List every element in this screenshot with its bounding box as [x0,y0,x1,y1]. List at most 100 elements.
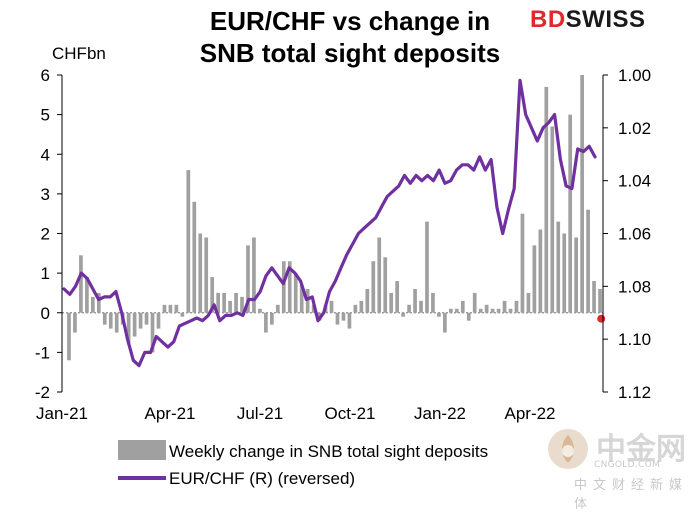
bar [371,261,376,313]
watermark-subtitle: 中文财经新媒体 [574,478,689,512]
bar [126,312,131,345]
x-tick-label: Jul-21 [237,404,283,423]
bar [91,296,95,313]
bar [532,245,537,313]
bar [490,308,495,313]
bar [156,312,161,329]
bar [598,288,602,313]
left-tick-label: 4 [41,145,50,164]
bar [228,300,232,313]
x-tick-label: Apr-21 [144,404,195,423]
bar [544,86,549,313]
bar [287,261,292,313]
bar [502,300,507,313]
bar [419,300,423,313]
bar [514,300,519,313]
bar [580,75,584,313]
x-tick-label: Apr-22 [504,404,555,423]
legend-swatch-bars [118,440,166,460]
chart-legend: Weekly change in SNB total sight deposit… [118,440,488,488]
bar [359,300,364,313]
left-tick-label: -2 [35,383,50,402]
legend-label-bars: Weekly change in SNB total sight deposit… [169,442,488,461]
right-tick-label: 1.06 [618,225,651,244]
bar [478,308,483,313]
right-tick-label: 1.12 [618,383,651,402]
bar [520,213,525,313]
bar [425,221,429,313]
bar [449,308,453,313]
bar [550,126,555,313]
x-tick-label: Oct-21 [324,404,375,423]
right-tick-label: 1.08 [618,277,651,296]
chart-svg: -2 -1 0 1 2 3 4 5 6 1.00 1.02 1.04 1.06 1.08 1.10 1.12 J… [35,66,651,488]
bar [556,221,561,313]
bar [538,229,543,313]
bar [383,257,388,313]
bar [79,255,83,313]
bar [270,312,274,325]
bar [335,312,340,325]
bar [144,312,149,325]
bar [377,237,382,313]
bar [472,292,477,313]
bar [299,285,304,313]
bar [526,292,531,313]
cngold-watermark-icon [548,429,588,469]
chart-title-line-1: EUR/CHF vs change in [209,6,491,36]
bar [389,292,394,313]
bar [568,114,573,313]
watermark-english: CNGOLD.COM [594,460,661,470]
right-tick-label: 1.02 [618,119,651,138]
chart-title-line-2: SNB total sight deposits [199,38,501,68]
eurchf-line [62,78,597,368]
bar [102,312,107,325]
bar [168,304,173,313]
bar [413,288,417,313]
logo-bd: BD [530,6,566,33]
bar [329,300,334,313]
bar [162,304,167,313]
bar [198,233,203,313]
bar [108,312,113,329]
bar [210,277,215,313]
bar [150,312,155,353]
bar [85,277,89,313]
bar [258,308,262,313]
bar [281,261,286,313]
latest-marker [597,314,606,323]
bar [496,308,501,313]
bar [395,281,399,313]
left-tick-label: 2 [41,225,50,244]
bar [454,308,459,313]
bar [246,245,250,313]
bar [216,292,220,313]
bar [508,308,513,313]
bar [275,304,280,313]
bar [293,273,298,313]
bar [180,312,185,317]
bar [222,292,226,313]
bar [592,281,596,313]
left-tick-label: 0 [41,304,50,323]
bar [431,292,435,313]
left-axis-unit: CHFbn [52,44,106,63]
bar [353,304,358,313]
left-tick-label: 6 [41,66,50,85]
bar [443,312,447,333]
bar [305,288,310,313]
watermark-chinese: 中金网 [596,432,686,467]
bar [132,312,137,337]
bar [401,312,405,317]
bar [114,312,119,333]
bar [484,304,489,313]
bar [186,170,191,313]
left-tick-label: 1 [41,264,50,283]
bar [252,237,256,313]
bar [67,312,71,361]
bar [562,233,567,313]
bar [574,237,578,313]
bar-series [67,75,602,361]
bar [365,288,370,313]
legend-label-line: EUR/CHF (R) (reversed) [169,469,355,488]
